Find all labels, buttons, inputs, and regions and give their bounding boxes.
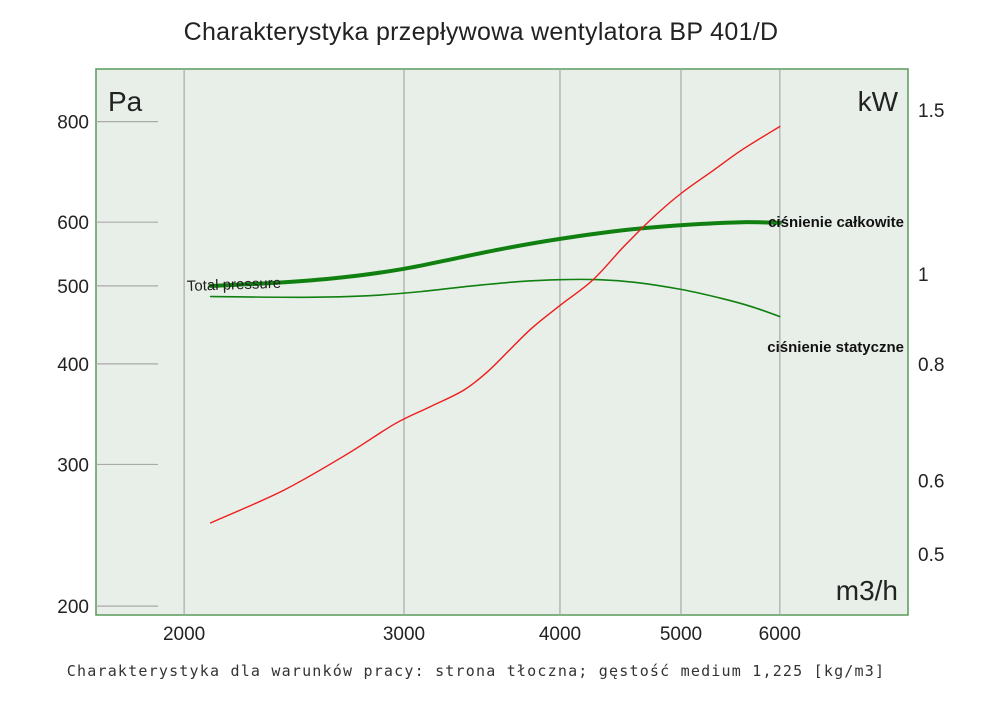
- y-tick-label-left: 300: [57, 455, 89, 476]
- y-tick-label-right: 1: [918, 265, 929, 286]
- footnote: Charakterystyka dla warunków pracy: stro…: [67, 662, 885, 680]
- y-tick-label-left: 800: [57, 113, 89, 134]
- left-axis-ticks: 200 300 400 500 600 800: [57, 113, 89, 619]
- x-tick-label: 2000: [163, 624, 205, 645]
- grid-lines: [96, 69, 781, 615]
- right-axis-unit: kW: [858, 86, 899, 117]
- series-line-power: [209, 125, 781, 524]
- series-line-static-pressure: [209, 278, 781, 318]
- x-tick-label: 5000: [660, 624, 702, 645]
- chart-title: Charakterystyka przepływowa wentylatora …: [184, 18, 779, 46]
- x-tick-label: 4000: [539, 624, 581, 645]
- x-axis-ticks: 2000 3000 4000 5000 6000: [163, 624, 801, 645]
- plot-area: [95, 68, 909, 616]
- legend-total-pressure: ciśnienie całkowite: [768, 214, 904, 231]
- x-tick-label: 3000: [383, 624, 425, 645]
- y-tick-label-left: 600: [57, 213, 89, 234]
- y-tick-label-left: 500: [57, 277, 89, 298]
- y-tick-label-right: 0.5: [918, 545, 944, 566]
- y-tick-label-right: 1.5: [918, 101, 944, 122]
- y-tick-label-left: 200: [57, 597, 89, 618]
- left-axis-unit: Pa: [108, 86, 143, 117]
- right-axis-ticks: 0.5 0.6 0.8 1 1.5: [918, 101, 944, 566]
- legend-static-pressure: ciśnienie statyczne: [767, 339, 904, 356]
- x-axis-unit: m3/h: [836, 575, 898, 606]
- y-tick-label-left: 400: [57, 355, 89, 376]
- y-tick-label-right: 0.6: [918, 471, 944, 492]
- series-group: [208, 125, 782, 524]
- series-line-total-pressure: [208, 220, 782, 288]
- y-tick-label-right: 0.8: [918, 355, 944, 376]
- x-tick-label: 6000: [759, 624, 801, 645]
- total-pressure-annotation: Total pressure: [187, 275, 282, 295]
